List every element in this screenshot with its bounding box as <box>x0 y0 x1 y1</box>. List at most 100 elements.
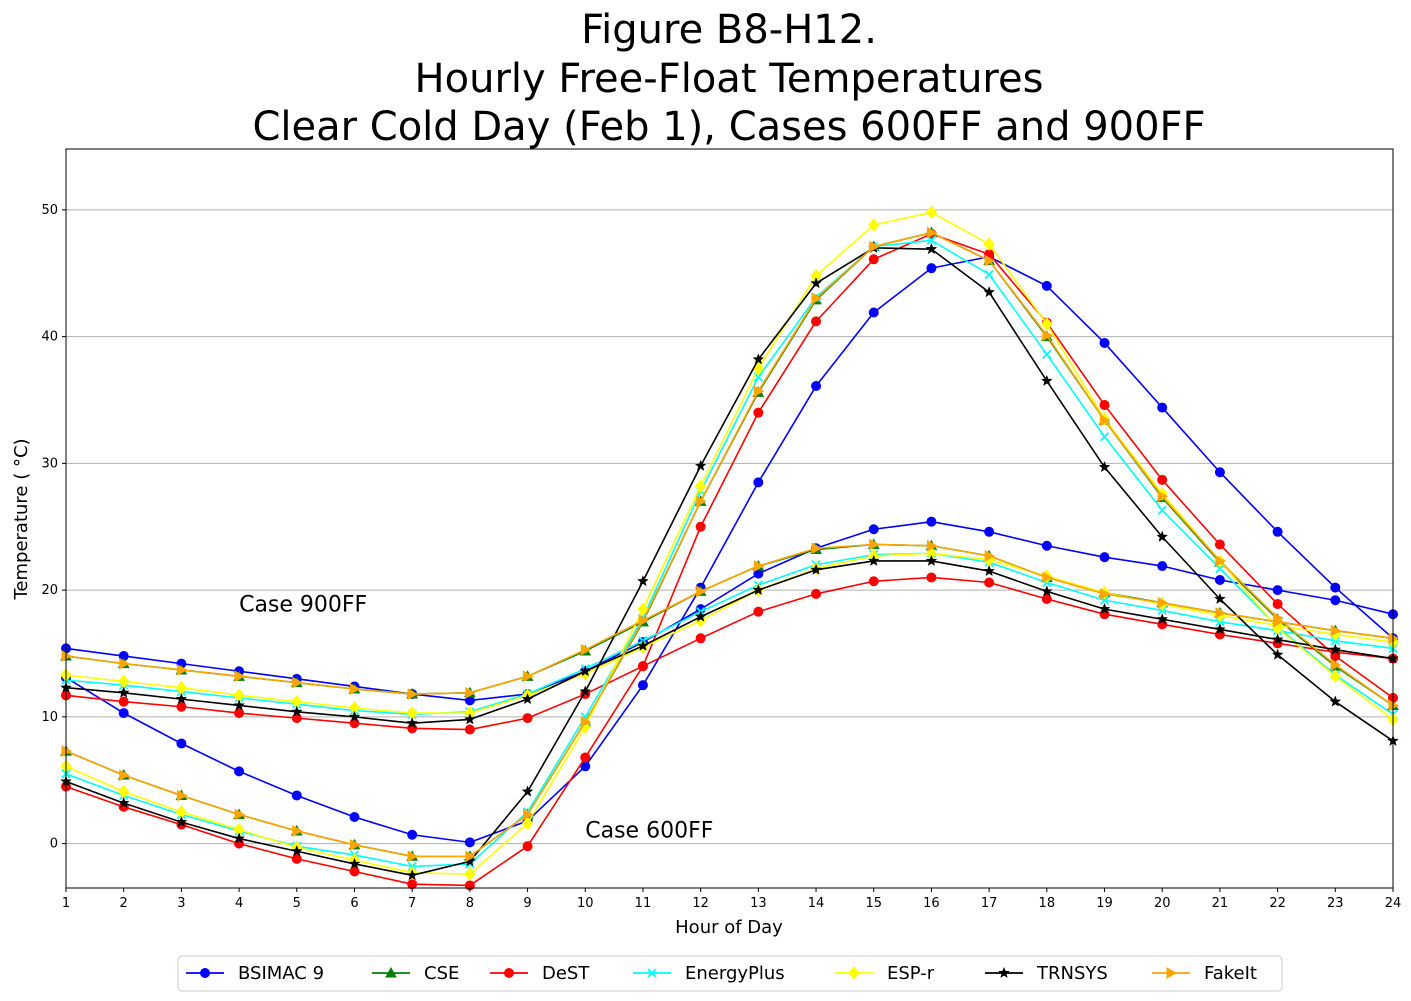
data-point-trnsys-900ff <box>637 639 649 651</box>
y-tick-label: 30 <box>41 456 58 471</box>
data-point-energyplus-600ff <box>1215 563 1225 574</box>
data-point-bsimac-9-900ff <box>868 524 879 535</box>
x-tick-label: 14 <box>808 896 825 911</box>
data-point-trnsys-600ff <box>752 353 765 365</box>
data-point-dest-900ff <box>1041 593 1052 604</box>
series-line-dest-600ff <box>65 233 1394 887</box>
x-tick-label: 8 <box>466 896 474 911</box>
data-point-energyplus-600ff <box>1042 349 1052 359</box>
data-point-trnsys-900ff <box>1213 623 1226 635</box>
data-point-dest-900ff <box>926 572 937 583</box>
data-point-fakeit-900ff <box>349 683 361 695</box>
data-point-fakeit-600ff <box>1330 659 1342 671</box>
x-axis-ticks: 1 2 3 4 5 6 7 8 9 10 11 12 13 14 15 16 17 18 19 20 21 22 23 24 <box>62 888 1401 911</box>
data-point-dest-600ff <box>349 866 360 877</box>
data-point-fakeit-900ff <box>1330 624 1342 637</box>
series-line-fakeit-600ff <box>65 231 1394 858</box>
data-point-trnsys-600ff <box>406 869 419 881</box>
legend-label: CSE <box>424 963 459 984</box>
series-line-energyplus-900ff <box>65 552 1394 716</box>
data-point-trnsys-900ff <box>1156 613 1169 625</box>
x-tick-label: 21 <box>1212 896 1229 911</box>
data-point-fakeit-900ff <box>1273 615 1284 628</box>
data-point-bsimac-9-600ff <box>1214 467 1225 478</box>
x-tick-label: 17 <box>981 896 998 911</box>
data-point-dest-900ff <box>464 724 475 735</box>
data-point-dest-900ff <box>291 713 302 724</box>
data-point-fakeit-900ff <box>523 670 534 683</box>
data-point-fakeit-600ff <box>580 716 592 728</box>
data-point-trnsys-600ff <box>810 277 822 289</box>
data-point-bsimac-9-900ff <box>984 526 995 537</box>
legend-item-trnsys: TRNSYS <box>985 963 1108 984</box>
data-point-bsimac-9-600ff <box>464 837 475 848</box>
data-point-esp-r-600ff <box>1041 317 1053 331</box>
data-point-dest-600ff <box>753 407 764 418</box>
data-point-esp-r-600ff <box>464 867 476 881</box>
data-point-dest-600ff <box>291 853 302 864</box>
data-point-bsimac-9-900ff <box>926 516 937 527</box>
data-point-fakeit-600ff <box>696 495 707 508</box>
data-point-bsimac-9-600ff <box>868 307 879 318</box>
x-tick-label: 2 <box>120 896 128 911</box>
legend-swatch-marker <box>998 966 1010 979</box>
data-point-energyplus-600ff <box>1099 432 1110 442</box>
data-point-fakeit-900ff <box>926 539 938 552</box>
data-point-dest-900ff <box>176 701 187 712</box>
data-point-fakeit-900ff <box>1042 571 1053 584</box>
y-axis-label: Temperature ( °C) <box>11 438 32 600</box>
data-point-dest-600ff <box>580 752 591 763</box>
data-point-dest-900ff <box>868 576 879 587</box>
series-line-esp-r-600ff <box>65 211 1394 875</box>
data-point-esp-r-600ff <box>521 816 534 831</box>
data-point-bsimac-9-600ff <box>176 738 187 749</box>
chart-title: Figure B8-H12. Hourly Free-Float Tempera… <box>252 7 1205 150</box>
data-point-fakeit-600ff <box>349 839 361 851</box>
data-point-fakeit-900ff <box>869 538 880 551</box>
series-line-bsimac-9-900ff <box>65 520 1394 702</box>
legend-swatch-marker <box>385 966 397 978</box>
data-point-trnsys-600ff <box>290 845 303 857</box>
data-point-trnsys-600ff <box>521 785 534 797</box>
data-point-fakeit-600ff <box>292 825 303 837</box>
data-point-dest-600ff <box>695 521 706 532</box>
x-tick-label: 20 <box>1154 896 1171 911</box>
annotation-case-600ff: Case 600FF <box>585 818 713 843</box>
series-lines <box>60 205 1400 891</box>
data-point-trnsys-600ff <box>637 575 649 587</box>
x-tick-label: 10 <box>577 896 594 911</box>
data-point-fakeit-900ff <box>638 614 649 627</box>
legend-item-energyplus: EnergyPlus <box>633 963 785 984</box>
y-tick-label: 10 <box>41 710 58 725</box>
y-tick-label: 0 <box>50 837 58 852</box>
data-point-fakeit-600ff <box>234 808 246 821</box>
data-point-trnsys-600ff <box>925 242 938 255</box>
x-axis-label: Hour of Day <box>675 917 783 938</box>
series-energyplus-600ff <box>61 235 1398 872</box>
data-point-fakeit-600ff <box>984 254 996 267</box>
data-point-bsimac-9-600ff <box>1041 280 1052 291</box>
data-point-fakeit-600ff <box>869 240 880 253</box>
legend-label: BSIMAC 9 <box>238 963 324 984</box>
data-point-fakeit-600ff <box>1042 329 1053 342</box>
data-point-bsimac-9-900ff <box>1330 595 1341 606</box>
data-point-fakeit-900ff <box>1157 596 1169 609</box>
chart-title-line-2: Hourly Free-Float Temperatures <box>415 56 1044 102</box>
data-point-fakeit-600ff <box>176 789 188 802</box>
data-point-fakeit-900ff <box>1215 607 1226 619</box>
x-tick-label: 13 <box>750 896 767 911</box>
legend-swatch-marker <box>848 966 860 980</box>
annotation-case-900ff: Case 900FF <box>239 593 367 618</box>
data-point-bsimac-9-900ff <box>1041 540 1052 551</box>
data-point-trnsys-600ff <box>348 857 361 869</box>
series-trnsys-900ff <box>60 554 1399 729</box>
series-esp-r-600ff <box>60 205 1399 881</box>
data-point-bsimac-9-600ff <box>118 708 129 719</box>
data-point-dest-900ff <box>637 661 648 672</box>
data-point-trnsys-600ff <box>1040 374 1053 387</box>
legend-swatch-marker <box>1166 967 1178 979</box>
x-tick-label: 15 <box>865 896 882 911</box>
series-line-bsimac-9-600ff <box>65 255 1394 844</box>
series-cse-600ff <box>60 226 1399 861</box>
